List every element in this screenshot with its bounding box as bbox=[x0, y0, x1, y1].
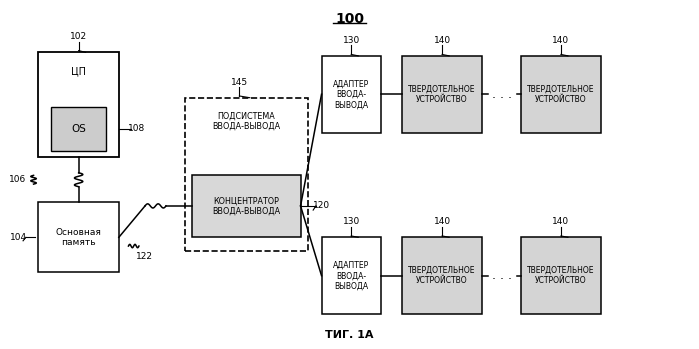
Text: 140: 140 bbox=[433, 217, 451, 226]
Text: АДАПТЕР
ВВОДА-
ВЫВОДА: АДАПТЕР ВВОДА- ВЫВОДА bbox=[333, 261, 369, 291]
Bar bbox=[322, 237, 381, 314]
Text: 120: 120 bbox=[313, 201, 330, 210]
Text: 122: 122 bbox=[136, 252, 152, 261]
Bar bbox=[521, 56, 601, 133]
Bar bbox=[192, 174, 301, 237]
Bar bbox=[322, 56, 381, 133]
Bar bbox=[38, 52, 119, 157]
Bar bbox=[402, 56, 482, 133]
Text: ТВЕРДОТЕЛЬНОЕ
УСТРОЙСТВО: ТВЕРДОТЕЛЬНОЕ УСТРОЙСТВО bbox=[408, 84, 476, 104]
Text: 130: 130 bbox=[343, 217, 360, 226]
Text: 102: 102 bbox=[70, 32, 87, 41]
Text: 106: 106 bbox=[9, 175, 26, 184]
Text: ПОДСИСТЕМА
ВВОДА-ВЫВОДА: ПОДСИСТЕМА ВВОДА-ВЫВОДА bbox=[212, 112, 280, 131]
Text: ТВЕРДОТЕЛЬНОЕ
УСТРОЙСТВО: ТВЕРДОТЕЛЬНОЕ УСТРОЙСТВО bbox=[408, 266, 476, 285]
Bar bbox=[185, 98, 308, 251]
Bar bbox=[402, 237, 482, 314]
Bar bbox=[38, 202, 119, 272]
Text: ТВЕРДОТЕЛЬНОЕ
УСТРОЙСТВО: ТВЕРДОТЕЛЬНОЕ УСТРОЙСТВО bbox=[527, 266, 595, 285]
Text: ТВЕРДОТЕЛЬНОЕ
УСТРОЙСТВО: ТВЕРДОТЕЛЬНОЕ УСТРОЙСТВО bbox=[527, 84, 595, 104]
Text: 145: 145 bbox=[231, 77, 248, 87]
Text: . . .: . . . bbox=[491, 88, 512, 101]
Text: 140: 140 bbox=[552, 217, 570, 226]
Text: 140: 140 bbox=[433, 36, 451, 45]
Bar bbox=[51, 107, 106, 151]
Text: 100: 100 bbox=[335, 12, 364, 26]
Bar bbox=[521, 237, 601, 314]
Text: 130: 130 bbox=[343, 36, 360, 45]
Text: 104: 104 bbox=[10, 233, 27, 242]
Text: OS: OS bbox=[71, 124, 86, 134]
Text: ΤИГ. 1А: ΤИГ. 1А bbox=[325, 330, 374, 340]
Text: . . .: . . . bbox=[491, 269, 512, 282]
Text: 140: 140 bbox=[552, 36, 570, 45]
Text: ЦП: ЦП bbox=[71, 66, 86, 76]
Text: КОНЦЕНТРАТОР
ВВОДА-ВЫВОДА: КОНЦЕНТРАТОР ВВОДА-ВЫВОДА bbox=[212, 196, 280, 216]
Text: АДАПТЕР
ВВОДА-
ВЫВОДА: АДАПТЕР ВВОДА- ВЫВОДА bbox=[333, 79, 369, 109]
Text: Основная
память: Основная память bbox=[56, 228, 101, 247]
Text: 108: 108 bbox=[128, 124, 145, 133]
